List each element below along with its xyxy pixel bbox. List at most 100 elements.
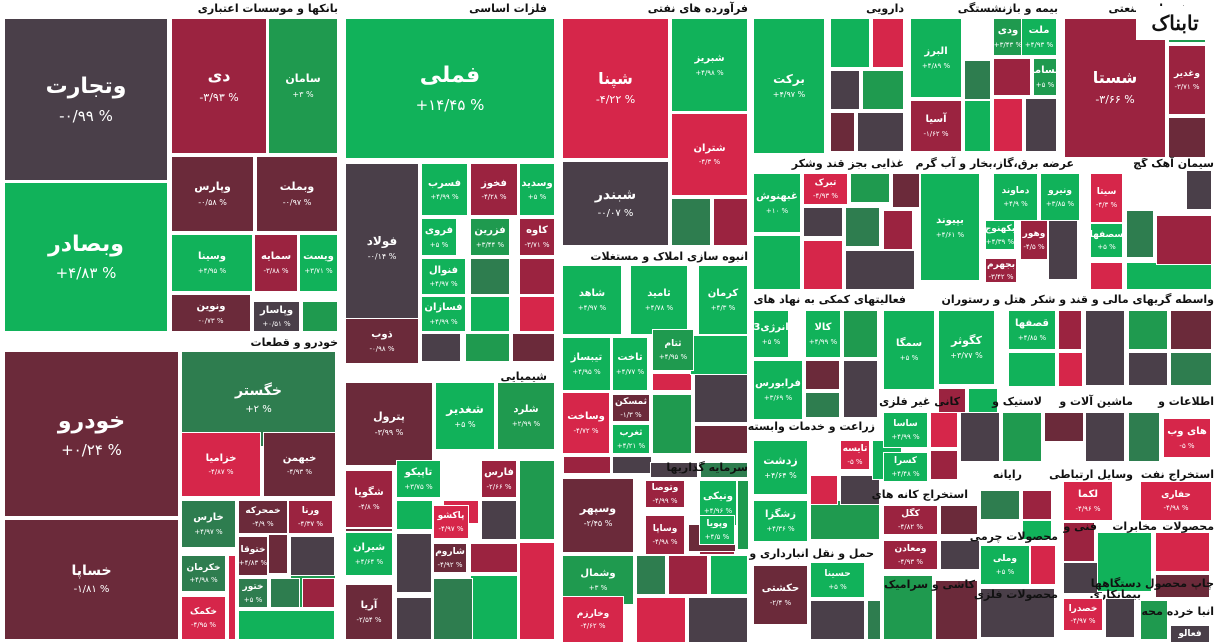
tile-14[interactable]: فخوز -۴/۲۸ % [470, 163, 518, 216]
tile-46[interactable]: پترول -۳/۹۹ % [345, 382, 433, 466]
tile-82[interactable]: انرژی3 +۵ % [753, 310, 789, 358]
tile-32[interactable]: شستا -۳/۶۶ % [1064, 18, 1166, 158]
filler-tile[interactable] [840, 475, 880, 505]
tile-36[interactable]: خزامیا -۴/۸۷ % [181, 432, 261, 497]
filler-tile[interactable] [1008, 352, 1056, 387]
tile-51[interactable]: فارس -۲/۶۶ % [481, 460, 517, 498]
tile-48[interactable]: شلرد +۲/۹۹ % [497, 382, 555, 450]
filler-tile[interactable] [993, 98, 1023, 152]
tile-40[interactable]: خارس +۴/۹۷ % [181, 500, 236, 548]
tile-72[interactable]: غبهنوش +۱۰ % [753, 173, 801, 233]
tile-93[interactable]: کگل -۴/۸۲ % [883, 505, 938, 535]
filler-tile[interactable] [1128, 310, 1168, 350]
filler-tile[interactable] [650, 462, 698, 478]
filler-tile[interactable] [700, 462, 748, 478]
tile-101[interactable]: خصدرا -۴/۹۷ % [1063, 598, 1103, 631]
filler-tile[interactable] [862, 70, 904, 110]
filler-tile[interactable] [563, 456, 611, 474]
filler-tile[interactable] [713, 198, 748, 246]
tile-97[interactable]: وملی +۵ % [980, 545, 1030, 585]
tile-60[interactable]: تاخت +۴/۷۷ % [612, 337, 648, 391]
filler-tile[interactable] [883, 210, 913, 250]
tile-50[interactable]: شگویا -۴/۸ % [345, 470, 393, 528]
tile-91[interactable]: تایسه -۵ % [840, 440, 870, 470]
filler-tile[interactable] [1022, 520, 1052, 540]
filler-tile[interactable] [980, 490, 1020, 520]
filler-tile[interactable] [1170, 352, 1212, 386]
tile-102[interactable]: فعالو [1170, 625, 1210, 643]
tile-28[interactable]: ودی +۳/۴۳ % [993, 18, 1023, 56]
filler-tile[interactable] [1168, 117, 1206, 158]
filler-tile[interactable] [883, 575, 933, 640]
filler-tile[interactable] [930, 412, 958, 448]
filler-tile[interactable] [1085, 310, 1125, 386]
tile-16[interactable]: فروی +۵ % [421, 218, 457, 256]
tile-9[interactable]: ونوین -۰/۷۳ % [171, 294, 251, 332]
tile-23[interactable]: شبریز +۴/۹۸ % [671, 18, 748, 112]
filler-tile[interactable] [867, 600, 881, 640]
filler-tile[interactable] [1128, 352, 1168, 386]
filler-tile[interactable] [892, 173, 920, 208]
filler-tile[interactable] [805, 392, 840, 418]
tile-31[interactable]: آسیا -۱/۶۲ % [910, 100, 962, 152]
tile-8[interactable]: ویست +۳/۷۱ % [299, 234, 338, 292]
tile-25[interactable]: شبندر -۰/۰۷ % [562, 161, 669, 246]
tile-18[interactable]: کاوه -۳/۷۱ % [519, 218, 555, 256]
tile-66[interactable]: وتوصا -۴/۹۹ % [645, 480, 685, 508]
tile-2[interactable]: دی -۳/۹۳ % [171, 18, 267, 154]
tile-39[interactable]: خمحرکه -۴/۹ % [238, 500, 288, 534]
tile-98[interactable]: های وب -۵ % [1163, 418, 1211, 458]
tile-42[interactable]: خکرمان +۴/۹۸ % [181, 555, 226, 592]
tile-30[interactable]: بساما +۵ % [1033, 58, 1057, 96]
filler-tile[interactable] [1058, 310, 1082, 350]
filler-tile[interactable] [964, 100, 991, 152]
filler-tile[interactable] [1048, 220, 1078, 280]
tile-0[interactable]: وتجارت -۰/۹۹ % [4, 18, 168, 181]
filler-tile[interactable] [1022, 490, 1052, 520]
tile-64[interactable]: ثغرب +۴/۲۱ % [612, 424, 650, 454]
filler-tile[interactable] [843, 310, 878, 358]
filler-tile[interactable] [1097, 532, 1152, 592]
filler-tile[interactable] [519, 258, 555, 295]
filler-tile[interactable] [268, 534, 288, 574]
tile-4[interactable]: وپارس -۰/۵۸ % [171, 156, 254, 232]
filler-tile[interactable] [810, 500, 880, 540]
tile-55[interactable]: آریا -۲/۵۴ % [345, 584, 393, 640]
filler-tile[interactable] [470, 296, 510, 332]
tile-27[interactable]: البرز +۴/۸۹ % [910, 18, 962, 98]
tile-33[interactable]: وغدیر -۳/۷۱ % [1168, 45, 1206, 115]
filler-tile[interactable] [1156, 215, 1212, 265]
tile-17[interactable]: فزرین +۳/۴۴ % [470, 218, 510, 256]
tile-96[interactable]: حسینا +۵ % [810, 562, 865, 598]
tile-81[interactable]: سصفها +۵ % [1090, 223, 1123, 258]
tile-84[interactable]: فرابورس +۳/۶۹ % [753, 360, 803, 420]
tile-52[interactable]: پاکشو -۴/۹۷ % [433, 505, 469, 539]
filler-tile[interactable] [470, 575, 518, 640]
filler-tile[interactable] [960, 412, 1000, 462]
tile-47[interactable]: شغدیر +۵ % [435, 382, 495, 450]
filler-tile[interactable] [519, 542, 555, 640]
filler-tile[interactable] [1155, 574, 1210, 598]
filler-tile[interactable] [930, 450, 958, 480]
tile-71[interactable]: وخارزم -۴/۶۲ % [562, 596, 624, 643]
tile-24[interactable]: شتران -۴/۳ % [671, 113, 748, 196]
filler-tile[interactable] [753, 235, 801, 290]
tile-56[interactable]: شاهد +۴/۹۷ % [562, 265, 622, 335]
filler-tile[interactable] [940, 540, 980, 570]
filler-tile[interactable] [652, 394, 692, 454]
filler-tile[interactable] [810, 475, 838, 505]
tile-100[interactable]: حفاری -۴/۹۸ % [1140, 481, 1212, 521]
filler-tile[interactable] [636, 597, 686, 643]
filler-tile[interactable] [421, 333, 461, 362]
filler-tile[interactable] [694, 425, 748, 454]
filler-tile[interactable] [845, 250, 915, 290]
filler-tile[interactable] [1044, 412, 1084, 442]
filler-tile[interactable] [345, 528, 393, 532]
filler-tile[interactable] [481, 500, 517, 540]
filler-tile[interactable] [830, 112, 855, 152]
tile-68[interactable]: وساپا -۴/۹۸ % [645, 515, 685, 555]
filler-tile[interactable] [1126, 262, 1212, 290]
filler-tile[interactable] [1128, 412, 1160, 462]
filler-tile[interactable] [1063, 562, 1103, 594]
filler-tile[interactable] [1126, 210, 1154, 258]
